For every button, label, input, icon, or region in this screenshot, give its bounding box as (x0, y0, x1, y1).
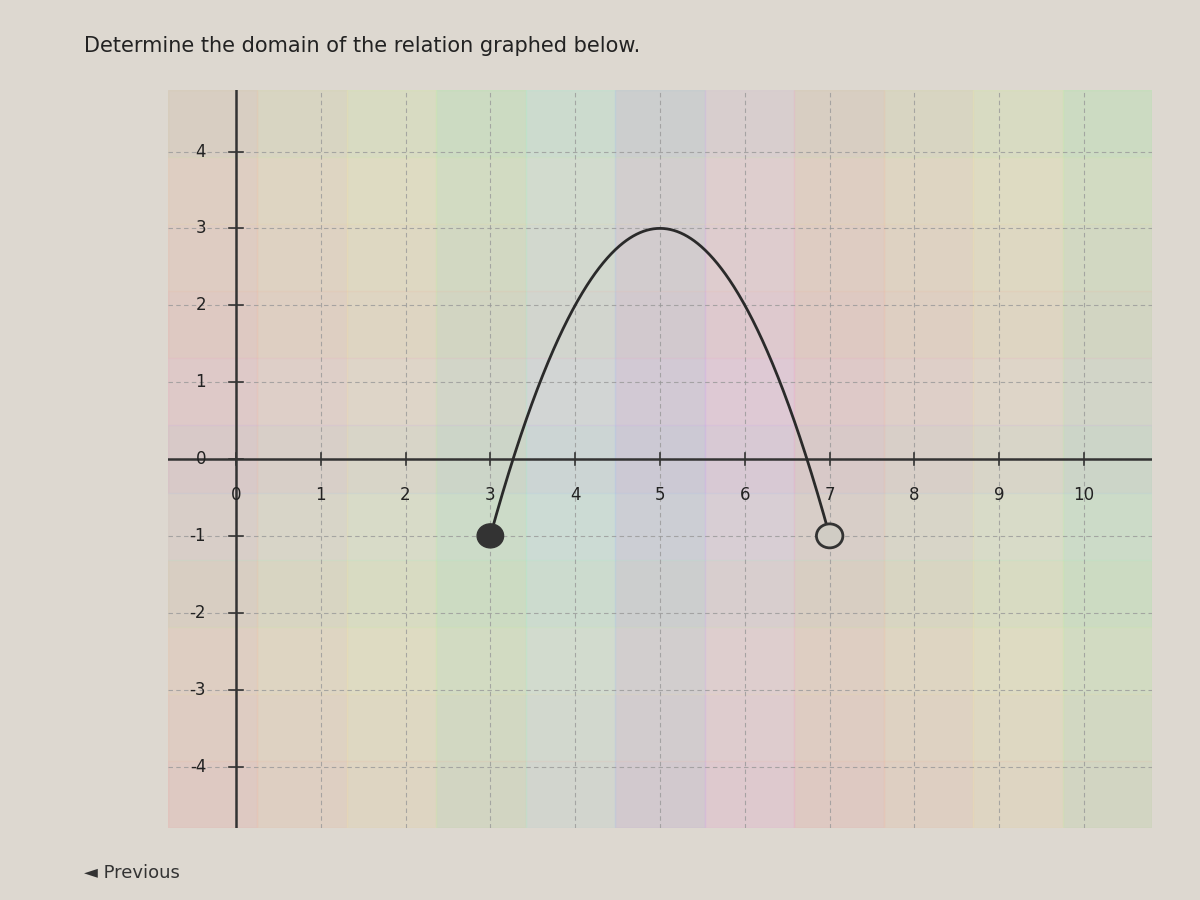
Text: 5: 5 (655, 486, 665, 504)
Text: -4: -4 (190, 758, 206, 776)
Text: 4: 4 (570, 486, 581, 504)
Text: 2: 2 (196, 296, 206, 314)
Text: -2: -2 (190, 604, 206, 622)
Bar (168, 694, 1152, 760)
Text: Determine the domain of the relation graphed below.: Determine the domain of the relation gra… (84, 36, 641, 56)
Bar (794, 90, 883, 828)
Circle shape (816, 524, 842, 548)
Text: 0: 0 (230, 486, 241, 504)
Bar (883, 90, 973, 828)
Bar (168, 492, 1152, 560)
Circle shape (478, 524, 504, 548)
Bar (168, 626, 1152, 694)
Text: 9: 9 (994, 486, 1004, 504)
Bar (973, 90, 1062, 828)
Bar (168, 292, 1152, 358)
Bar (168, 760, 1152, 828)
Bar (437, 90, 526, 828)
Text: 2: 2 (401, 486, 410, 504)
Bar (1062, 90, 1152, 828)
Text: ◄ Previous: ◄ Previous (84, 864, 180, 882)
Bar (168, 90, 258, 828)
Bar (168, 560, 1152, 626)
Text: 3: 3 (196, 220, 206, 238)
Text: 3: 3 (485, 486, 496, 504)
Bar (526, 90, 616, 828)
Text: -1: -1 (190, 526, 206, 544)
Text: 4: 4 (196, 142, 206, 160)
Text: 6: 6 (739, 486, 750, 504)
Text: 1: 1 (196, 374, 206, 392)
Bar (347, 90, 437, 828)
Text: 1: 1 (316, 486, 326, 504)
Bar (168, 224, 1152, 292)
Bar (258, 90, 347, 828)
Bar (168, 358, 1152, 426)
Bar (168, 90, 1152, 158)
Text: 10: 10 (1074, 486, 1094, 504)
Bar (168, 426, 1152, 492)
Bar (616, 90, 704, 828)
Text: -3: -3 (190, 680, 206, 698)
Text: 8: 8 (910, 486, 919, 504)
Text: 0: 0 (196, 450, 206, 468)
Bar (704, 90, 794, 828)
Bar (168, 158, 1152, 224)
Text: 7: 7 (824, 486, 835, 504)
